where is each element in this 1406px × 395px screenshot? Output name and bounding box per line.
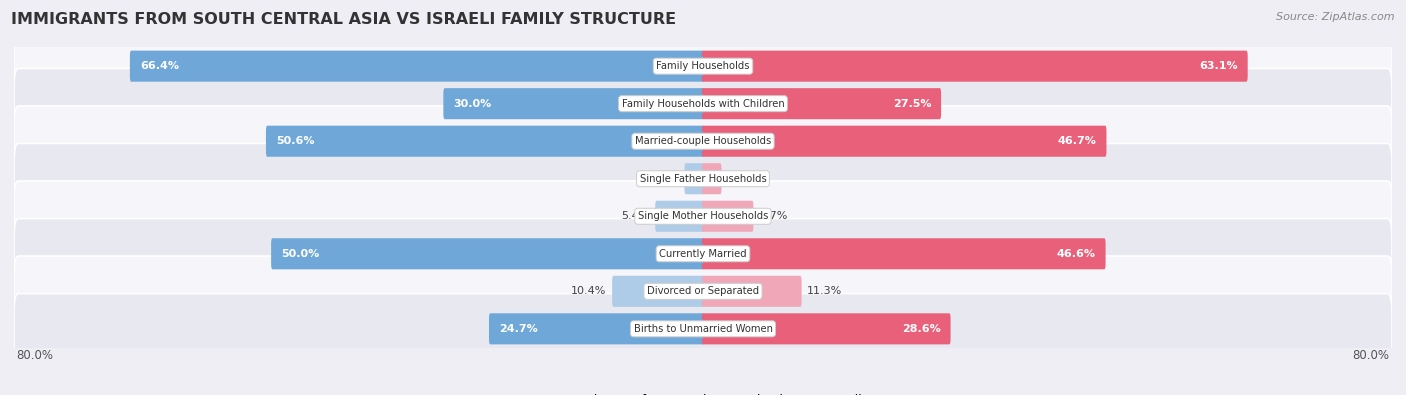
FancyBboxPatch shape [14,31,1392,102]
FancyBboxPatch shape [418,56,704,76]
FancyBboxPatch shape [703,244,904,264]
FancyBboxPatch shape [703,206,727,226]
FancyBboxPatch shape [695,169,704,189]
Text: 10.4%: 10.4% [571,286,606,296]
Text: 27.5%: 27.5% [893,99,931,109]
Text: 50.0%: 50.0% [281,249,319,259]
Text: Family Households with Children: Family Households with Children [621,99,785,109]
FancyBboxPatch shape [14,293,1392,364]
Text: 80.0%: 80.0% [1353,350,1389,363]
Text: 2.0%: 2.0% [727,174,755,184]
FancyBboxPatch shape [489,313,704,344]
Text: 80.0%: 80.0% [17,350,53,363]
Text: Married-couple Households: Married-couple Households [636,136,770,146]
FancyBboxPatch shape [488,244,704,264]
Text: 28.6%: 28.6% [901,324,941,334]
FancyBboxPatch shape [703,94,821,114]
FancyBboxPatch shape [703,56,974,76]
FancyBboxPatch shape [443,88,704,119]
FancyBboxPatch shape [685,163,704,194]
Text: 5.4%: 5.4% [621,211,650,221]
FancyBboxPatch shape [702,126,1107,157]
Text: Single Mother Households: Single Mother Households [638,211,768,221]
FancyBboxPatch shape [612,276,704,307]
FancyBboxPatch shape [658,281,704,301]
FancyBboxPatch shape [266,126,704,157]
FancyBboxPatch shape [703,319,827,339]
Text: 11.3%: 11.3% [807,286,842,296]
FancyBboxPatch shape [574,94,704,114]
FancyBboxPatch shape [702,238,1105,269]
Text: 30.0%: 30.0% [453,99,492,109]
Text: 66.4%: 66.4% [139,61,179,71]
FancyBboxPatch shape [703,169,711,189]
Text: 2.0%: 2.0% [651,174,679,184]
Text: 5.7%: 5.7% [759,211,787,221]
FancyBboxPatch shape [702,88,941,119]
FancyBboxPatch shape [703,281,752,301]
FancyBboxPatch shape [702,163,721,194]
FancyBboxPatch shape [702,51,1247,82]
FancyBboxPatch shape [14,106,1392,177]
FancyBboxPatch shape [14,181,1392,252]
Text: Single Father Households: Single Father Households [640,174,766,184]
Text: 24.7%: 24.7% [499,324,537,334]
FancyBboxPatch shape [702,276,801,307]
FancyBboxPatch shape [679,206,704,226]
Text: 46.7%: 46.7% [1057,136,1097,146]
Text: Family Households: Family Households [657,61,749,71]
FancyBboxPatch shape [129,51,704,82]
Text: Currently Married: Currently Married [659,249,747,259]
Text: 46.6%: 46.6% [1057,249,1095,259]
Legend: Immigrants from South Central Asia, Israeli: Immigrants from South Central Asia, Isra… [543,394,863,395]
FancyBboxPatch shape [596,319,704,339]
FancyBboxPatch shape [655,201,704,232]
FancyBboxPatch shape [14,143,1392,214]
FancyBboxPatch shape [702,201,754,232]
FancyBboxPatch shape [14,218,1392,289]
Text: 63.1%: 63.1% [1199,61,1237,71]
FancyBboxPatch shape [703,131,904,151]
Text: IMMIGRANTS FROM SOUTH CENTRAL ASIA VS ISRAELI FAMILY STRUCTURE: IMMIGRANTS FROM SOUTH CENTRAL ASIA VS IS… [11,12,676,27]
FancyBboxPatch shape [485,131,704,151]
FancyBboxPatch shape [271,238,704,269]
FancyBboxPatch shape [14,68,1392,139]
Text: Births to Unmarried Women: Births to Unmarried Women [634,324,772,334]
FancyBboxPatch shape [702,313,950,344]
Text: 50.6%: 50.6% [276,136,315,146]
FancyBboxPatch shape [14,256,1392,327]
Text: Divorced or Separated: Divorced or Separated [647,286,759,296]
Text: Source: ZipAtlas.com: Source: ZipAtlas.com [1277,12,1395,22]
